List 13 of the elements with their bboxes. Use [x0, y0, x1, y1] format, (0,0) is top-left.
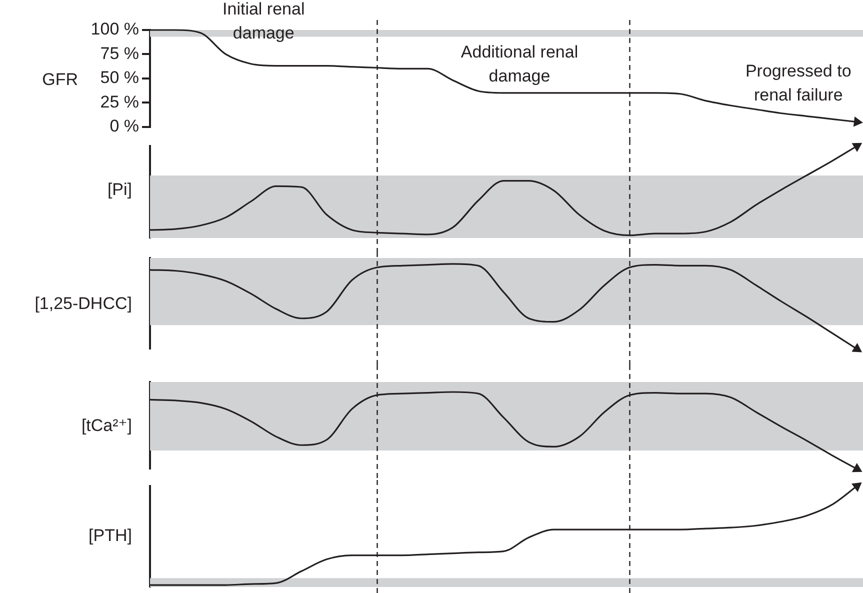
y-axis-title: [Pi]	[107, 180, 132, 200]
y-axis-title: [PTH]	[88, 526, 132, 546]
y-tick-label: 0 %	[110, 116, 139, 136]
annotation: Additional renal damage	[460, 42, 578, 86]
y-tick-label: 50 %	[100, 68, 139, 88]
annotation: Progressed to renal failure	[745, 62, 852, 105]
y-axis-title: GFR	[42, 70, 78, 90]
y-axis-title: [1,25-DHCC]	[34, 294, 132, 314]
y-tick-label: 25 %	[100, 92, 139, 112]
y-tick-label: 75 %	[100, 44, 139, 63]
y-tick-label: 100 %	[90, 20, 139, 39]
y-axis-title: [tCa²⁺]	[81, 416, 132, 436]
annotation: Initial renal damage	[222, 0, 305, 43]
